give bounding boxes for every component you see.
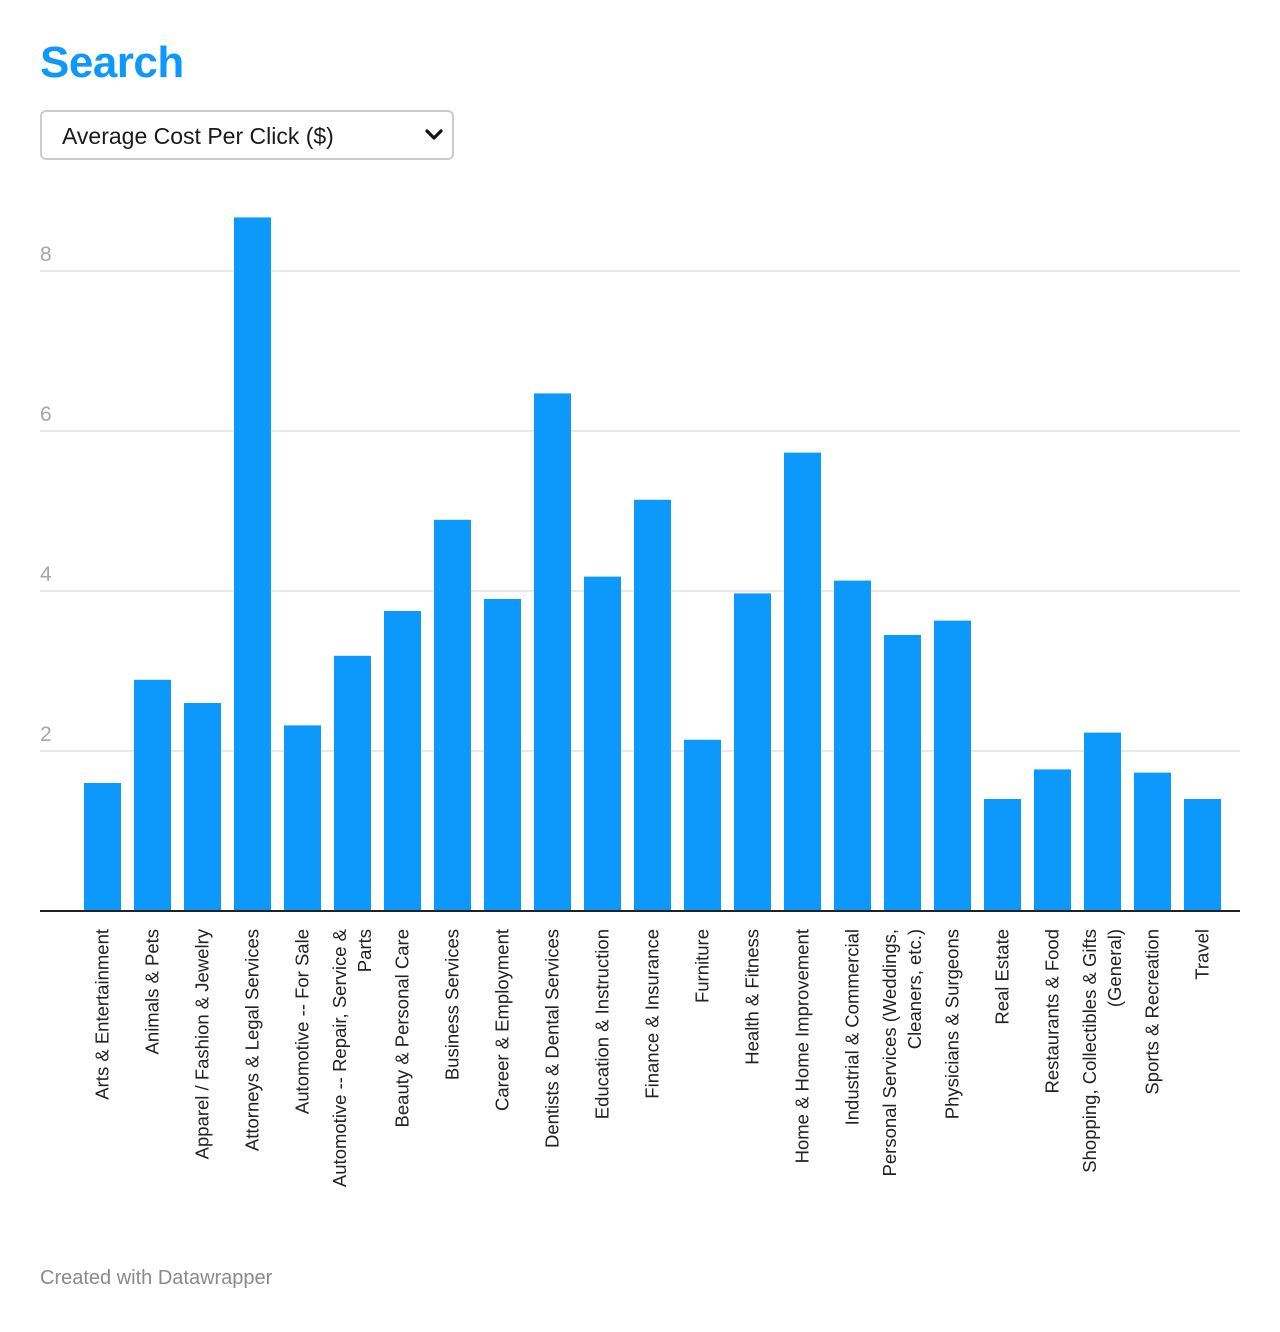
y-tick-label: 2 [40,723,52,746]
x-tick-label: (General) [1104,929,1125,1007]
x-tick-label: Business Services [442,929,463,1080]
bar [984,799,1021,911]
x-tick-label: Parts [354,929,375,972]
x-tick-label: Health & Fitness [742,929,763,1065]
bar [684,739,721,911]
x-tick-label: Beauty & Personal Care [392,929,413,1127]
bar [384,611,421,911]
bar [884,635,921,911]
bar [184,703,221,911]
x-tick-label: Attorneys & Legal Services [242,929,263,1151]
bar [284,725,321,911]
x-tick-label: Sports & Recreation [1142,929,1163,1095]
chevron-down-icon [425,129,443,140]
bar [134,679,171,911]
x-tick-label: Dentists & Dental Services [542,929,563,1148]
bar [334,655,371,911]
bar [1034,769,1071,911]
bar [834,580,871,911]
x-tick-label: Automotive -- Repair, Service & [329,928,350,1187]
x-tick-label: Finance & Insurance [642,929,663,1099]
bar [784,452,821,911]
bar [484,599,521,911]
metric-select[interactable]: Average Cost Per Click ($) [40,110,454,160]
x-tick-label: Physicians & Surgeons [942,929,963,1119]
x-tick-label: Cleaners, etc.) [904,929,925,1049]
x-tick-label: Home & Home Improvement [792,929,813,1163]
bar [934,620,971,911]
x-tick-label: Real Estate [992,929,1013,1025]
bar [534,393,571,911]
x-tick-label: Arts & Entertainment [92,929,113,1100]
x-tick-label: Furniture [692,929,713,1003]
bar [1184,799,1221,911]
bar [634,499,671,911]
x-tick-label: Industrial & Commercial [842,929,863,1125]
footer-credit: Created with Datawrapper [40,1267,273,1289]
x-tick-label: Career & Employment [492,929,513,1111]
x-tick-label: Automotive -- For Sale [292,929,313,1114]
x-tick-label: Shopping, Collectibles & Gifts [1079,929,1100,1173]
y-tick-label: 6 [40,403,52,426]
x-tick-label: Restaurants & Food [1042,929,1063,1094]
bar [434,519,471,911]
bar [734,593,771,911]
bar [1084,732,1121,911]
bar [1134,772,1171,911]
x-tick-label: Animals & Pets [142,929,163,1054]
x-tick-label: Personal Services (Weddings, [879,929,900,1176]
bar-chart: 2 4 6 8 Arts & Entertainment Animals & Pets A… [40,217,1240,1187]
bar [584,576,621,911]
page-title: Search [40,38,184,87]
x-tick-label: Apparel / Fashion & Jewelry [192,928,213,1159]
x-tick-label: Education & Instruction [592,929,613,1119]
y-tick-label: 4 [40,563,52,586]
metric-select-value: Average Cost Per Click ($) [62,123,334,149]
bar [84,783,121,911]
bar [234,217,271,911]
y-tick-label: 8 [40,243,52,266]
x-tick-label: Travel [1192,929,1213,980]
